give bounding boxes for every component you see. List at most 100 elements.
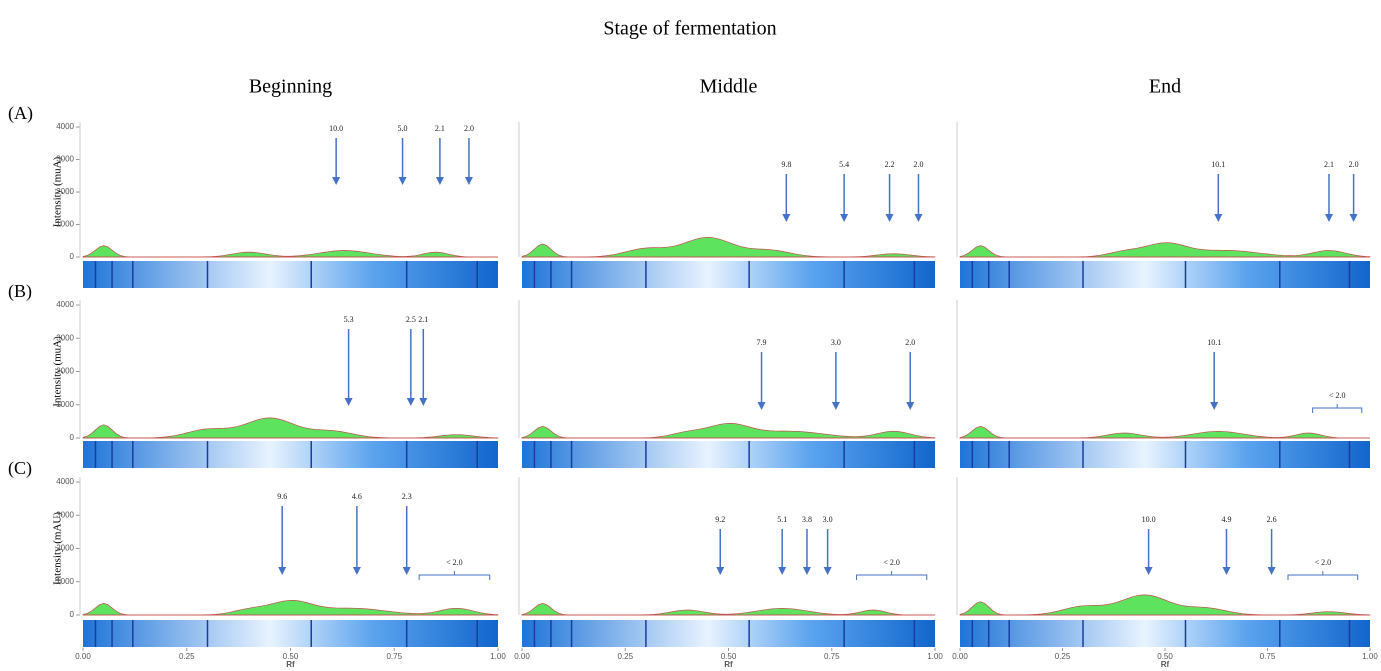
x-tick-label: 0.25	[617, 652, 633, 661]
profile	[960, 595, 1370, 615]
arrow-head	[403, 567, 411, 575]
arrow-head	[778, 567, 786, 575]
y-tick-label: 3000	[56, 155, 74, 164]
x-tick-label: 1.00	[1362, 652, 1378, 661]
peak-label: 2.5	[406, 315, 416, 324]
y-tick-label: 2000	[56, 367, 74, 376]
x-tick-label: 0.00	[514, 652, 530, 661]
peak-label: 2.0	[905, 338, 915, 347]
gel-strip	[83, 620, 498, 647]
x-tick-label: 0.75	[1260, 652, 1276, 661]
column-header: Beginning	[249, 76, 332, 98]
y-tick-label: 0	[70, 433, 75, 442]
gel-strip	[522, 441, 935, 468]
arrow-head	[436, 177, 444, 185]
arrow-head	[832, 402, 840, 410]
arrow-head	[399, 177, 407, 185]
y-tick-label: 0	[70, 610, 75, 619]
bracket-label: < 2.0	[1315, 558, 1332, 567]
peak-label: 5.1	[777, 515, 787, 524]
row-label: (C)	[8, 458, 32, 479]
bracket-label: < 2.0	[446, 558, 463, 567]
arrow-head	[758, 402, 766, 410]
profile	[522, 237, 935, 257]
peak-label: 10.1	[1207, 338, 1221, 347]
peak-label: 2.1	[435, 124, 445, 133]
arrow-head	[1350, 214, 1358, 222]
peak-label: 7.9	[757, 338, 767, 347]
y-tick-label: 3000	[56, 333, 74, 342]
y-tick-label: 4000	[56, 122, 74, 131]
arrow-head	[782, 214, 790, 222]
figure-title: Stage of fermentation	[603, 18, 776, 40]
y-tick-label: 1000	[56, 577, 74, 586]
gel-strip	[522, 261, 935, 288]
arrow-head	[716, 567, 724, 575]
peak-label: 10.0	[1142, 515, 1156, 524]
arrow-head	[1223, 567, 1231, 575]
arrow-head	[886, 214, 894, 222]
figure: Stage of fermentation Beginning Middle End…	[0, 0, 1381, 671]
peak-label: 9.8	[781, 160, 791, 169]
x-tick-label: 0.25	[179, 652, 195, 661]
peak-label: 10.0	[329, 124, 343, 133]
column-header: End	[1149, 76, 1181, 98]
peak-label: 9.2	[715, 515, 725, 524]
profile	[83, 418, 498, 438]
arrow-head	[407, 398, 415, 406]
x-axis-label: Rf	[1161, 660, 1170, 669]
y-tick-label: 1000	[56, 400, 74, 409]
arrow-head	[1325, 214, 1333, 222]
peak-label: 5.0	[398, 124, 408, 133]
peak-label: 2.2	[885, 160, 895, 169]
arrow-head	[353, 567, 361, 575]
profile	[83, 246, 498, 257]
arrow-head	[419, 398, 427, 406]
y-tick-label: 2000	[56, 544, 74, 553]
x-tick-label: 1.00	[927, 652, 943, 661]
profile	[522, 603, 935, 615]
x-tick-label: 0.75	[824, 652, 840, 661]
peak-label: 2.0	[913, 160, 923, 169]
gel-strip	[522, 620, 935, 647]
gel-strip	[83, 441, 498, 468]
peak-label: 3.8	[802, 515, 812, 524]
gel-strip	[83, 261, 498, 288]
profile	[960, 243, 1370, 257]
profile	[522, 423, 935, 438]
arrow-head	[345, 398, 353, 406]
peak-label: 2.1	[1324, 160, 1334, 169]
column-header: Middle	[700, 76, 758, 98]
profile	[960, 426, 1370, 438]
peak-label: 2.0	[464, 124, 474, 133]
bracket	[419, 571, 490, 580]
arrow-head	[906, 402, 914, 410]
arrow-head	[803, 567, 811, 575]
peak-label: 3.0	[831, 338, 841, 347]
arrow-head	[840, 214, 848, 222]
arrow-head	[824, 567, 832, 575]
bracket	[857, 571, 927, 580]
y-tick-label: 4000	[56, 300, 74, 309]
x-tick-label: 0.25	[1055, 652, 1071, 661]
y-tick-label: 4000	[56, 477, 74, 486]
peak-label: 4.6	[352, 492, 362, 501]
arrow-head	[914, 214, 922, 222]
x-tick-label: 0.00	[952, 652, 968, 661]
peak-label: 4.9	[1222, 515, 1232, 524]
peak-label: 2.6	[1267, 515, 1277, 524]
row-label: (B)	[8, 281, 32, 302]
peak-label: 2.0	[1349, 160, 1359, 169]
arrow-head	[1214, 214, 1222, 222]
y-tick-label: 0	[70, 252, 75, 261]
x-tick-label: 0.75	[386, 652, 402, 661]
x-axis-label: Rf	[286, 660, 295, 669]
arrow-head	[1210, 402, 1218, 410]
y-tick-label: 2000	[56, 187, 74, 196]
gel-strip	[960, 620, 1370, 647]
bracket-label: < 2.0	[883, 558, 900, 567]
y-tick-label: 3000	[56, 510, 74, 519]
x-tick-label: 1.00	[490, 652, 506, 661]
peak-label: 3.0	[823, 515, 833, 524]
x-tick-label: 0.00	[75, 652, 91, 661]
